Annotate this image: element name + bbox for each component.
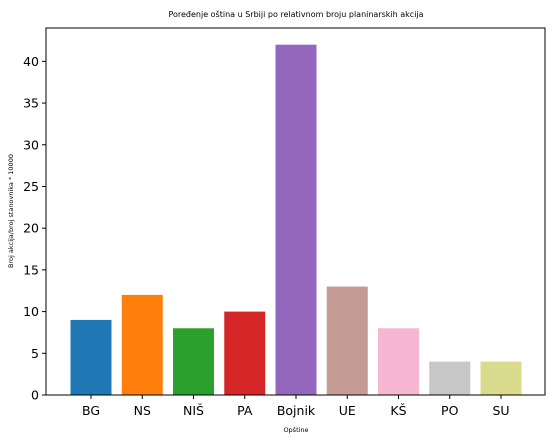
bars-group (70, 44, 522, 395)
x-tick-label: BG (82, 403, 100, 418)
y-tick-label: 0 (31, 388, 39, 403)
bar-niš (173, 328, 214, 395)
x-tick-label: Bojnik (277, 403, 316, 418)
x-tick-label: PO (441, 403, 459, 418)
chart-title: Poređenje oština u Srbiji po relativnom … (168, 9, 423, 19)
y-axis-label: Broj akcija/broj stanovnika * 10000 (7, 154, 15, 268)
y-tick-label: 30 (23, 137, 39, 152)
y-tick-label: 10 (23, 304, 39, 319)
bar-bg (70, 319, 112, 395)
bar-pa (224, 311, 266, 395)
y-axis-ticks: 0 5 10 15 20 25 30 35 40 (23, 54, 46, 403)
bar-bojnik (275, 44, 317, 395)
x-tick-label: UE (339, 403, 356, 418)
y-tick-label: 20 (23, 221, 39, 236)
x-tick-label: PA (237, 403, 253, 418)
x-axis-label: Opštine (283, 426, 308, 434)
x-tick-label: SU (492, 403, 509, 418)
bar-ue (326, 286, 368, 395)
y-tick-label: 40 (23, 54, 39, 69)
bar-su (480, 361, 522, 395)
y-tick-label: 15 (23, 262, 39, 277)
x-axis-ticks: BG NS NIŠ PA Bojnik UE KŠ PO SU (82, 395, 510, 418)
y-tick-label: 25 (23, 179, 39, 194)
bar-kš (378, 328, 419, 395)
x-tick-label: NS (134, 403, 151, 418)
x-tick-label: KŠ (390, 403, 406, 418)
y-tick-label: 35 (23, 96, 39, 111)
bar-po (429, 361, 471, 395)
x-tick-label: NIŠ (183, 403, 204, 418)
y-tick-label: 5 (31, 346, 39, 361)
plot-frame (45, 27, 546, 396)
bar-ns (121, 294, 163, 395)
